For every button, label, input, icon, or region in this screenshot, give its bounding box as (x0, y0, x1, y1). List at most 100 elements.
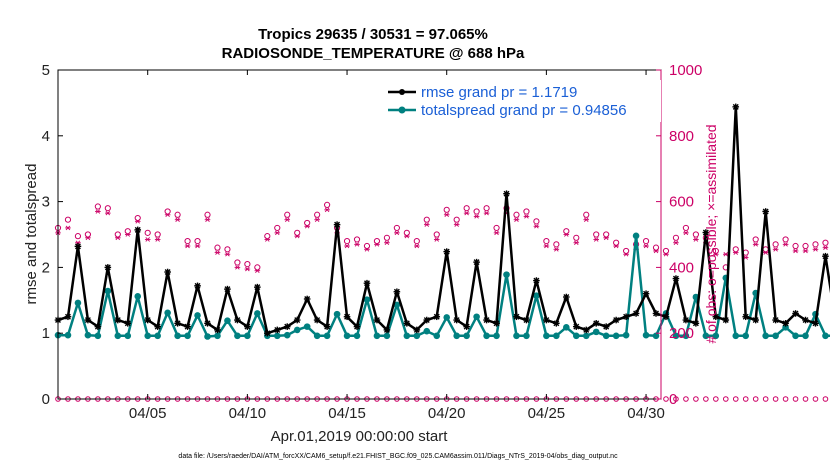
obs-assim-stroke (294, 233, 300, 239)
obs-possible-marker (603, 231, 610, 238)
obs-assim-stroke (434, 237, 440, 242)
rmse-point (104, 264, 112, 271)
spread-point (214, 332, 221, 340)
obs-assimilated-marker (174, 217, 181, 222)
spread-point (293, 326, 301, 334)
rmse-point-stroke (74, 243, 81, 250)
obs-assim-stroke (673, 240, 679, 246)
spread-point (273, 332, 281, 340)
obs-assimilated-marker (105, 210, 111, 216)
spread-point (224, 317, 231, 324)
x-tick-label: 04/15 (328, 405, 366, 422)
obs-possible-marker (393, 224, 400, 232)
spread-point (543, 332, 550, 340)
obs-assim-stroke (723, 251, 729, 257)
rmse-point-stroke (144, 317, 151, 324)
obs-possible-marker (732, 246, 739, 253)
obs-assim-stroke (165, 212, 170, 218)
obs-assim-stroke (314, 217, 320, 222)
rmse-point-stroke (663, 313, 669, 320)
obs-assim-stroke (484, 210, 489, 216)
rmse-point-stroke (104, 264, 111, 271)
rmse-point (273, 326, 281, 334)
rmse-point (712, 313, 720, 321)
rmse-point-stroke (124, 320, 131, 327)
legend: rmse grand pr = 1.1719 totalspread grand… (383, 80, 661, 122)
obs-assim-stroke (583, 217, 589, 222)
rmse-point-stroke (154, 323, 161, 330)
rmse-point (652, 310, 660, 317)
obs-assim-stroke (304, 223, 310, 229)
rmse-point-stroke (742, 313, 749, 320)
obs-assimilated-marker (643, 243, 649, 249)
obs-assim-stroke (534, 223, 539, 229)
rmse-point-stroke (433, 313, 440, 320)
obs-zero-marker (693, 396, 699, 402)
obs-assimilated-marker (693, 237, 699, 242)
obs-assim-stroke (763, 250, 768, 255)
legend-box (383, 80, 661, 122)
rmse-point-stroke (762, 208, 769, 215)
rmse-point (323, 323, 331, 330)
obs-assim-stroke (663, 251, 669, 257)
rmse-point (752, 316, 759, 324)
obs-assim-stroke (274, 230, 280, 236)
obs-assimilated-marker (234, 265, 241, 270)
spread-point (702, 332, 710, 340)
obs-assimilated-marker (394, 230, 400, 236)
obs-assim-stroke (394, 230, 400, 236)
rmse-point-stroke (692, 320, 699, 327)
obs-possible-marker (792, 242, 799, 250)
rmse-point (353, 323, 361, 330)
obs-assimilated-marker (762, 250, 769, 255)
rmse-point-stroke (94, 323, 101, 330)
obs-assimilated-marker (154, 237, 161, 242)
obs-zero-marker (822, 396, 829, 402)
obs-assimilated-marker (683, 230, 689, 236)
obs-assim-stroke (225, 251, 230, 257)
legend-spread-marker (398, 106, 406, 114)
rmse-point (264, 329, 271, 337)
obs-zero-marker (742, 396, 749, 402)
x-tick-label: 04/30 (627, 405, 665, 422)
obs-assimilated-marker (513, 217, 520, 222)
spread-point (802, 332, 809, 340)
obs-assimilated-marker (822, 245, 829, 250)
obs-assimilated-marker (284, 217, 291, 222)
rmse-point (443, 248, 451, 255)
spread-point (174, 332, 181, 340)
obs-possible-marker (752, 236, 759, 243)
rmse-point-stroke (772, 317, 779, 324)
obs-assim-stroke (454, 222, 459, 227)
obs-assim-stroke (265, 237, 270, 242)
y2-tick-label: 200 (669, 325, 694, 342)
obs-possible-marker (443, 206, 450, 213)
spread-point (144, 332, 152, 340)
spread-point (792, 332, 799, 340)
obs-possible-marker (314, 211, 321, 218)
rmse-point-stroke (214, 326, 221, 333)
rmse-point (244, 323, 251, 330)
legend-rmse-marker (399, 89, 405, 95)
obs-assim-stroke (474, 214, 479, 219)
obs-assim-stroke (284, 217, 290, 222)
rmse-point-stroke (752, 317, 759, 324)
obs-possible-marker (324, 201, 331, 208)
obs-assim-stroke (235, 265, 240, 270)
spread-point (443, 314, 451, 321)
obs-assim-stroke (384, 240, 390, 246)
obs-possible-marker (692, 231, 699, 238)
obs-assimilated-marker (134, 219, 141, 224)
obs-assimilated-marker (85, 235, 91, 241)
rmse-point (523, 316, 530, 324)
x-tick-label: 04/20 (428, 405, 466, 422)
obs-assim-stroke (145, 237, 150, 242)
obs-assim-stroke (683, 230, 689, 236)
spread-point (303, 323, 311, 330)
rmse-point (114, 316, 122, 324)
obs-assimilated-marker (792, 248, 799, 254)
spread-point (164, 309, 171, 317)
rmse-point (214, 326, 221, 334)
spread-point (134, 293, 142, 300)
obs-possible-marker (623, 247, 630, 255)
